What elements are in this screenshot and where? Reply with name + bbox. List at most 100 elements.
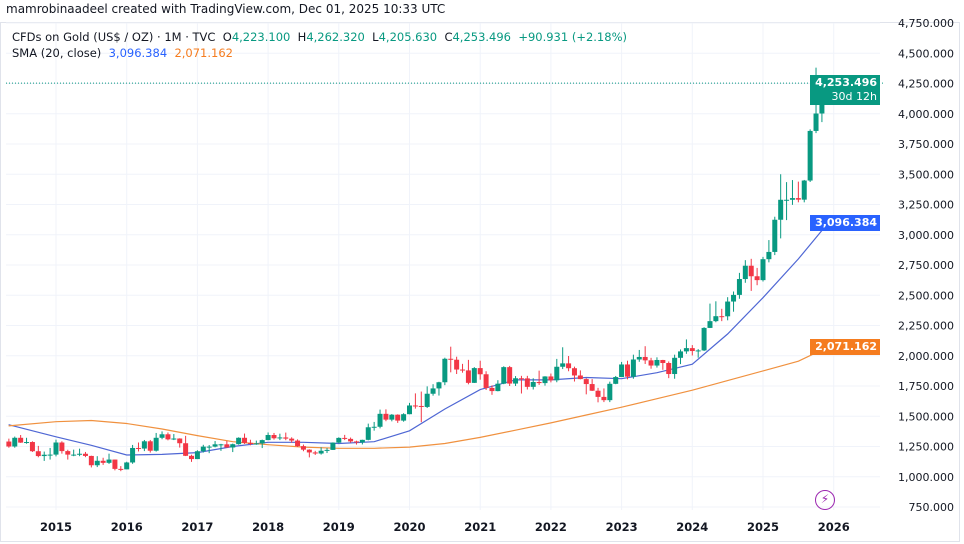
candle-up — [542, 376, 548, 384]
candle-down — [348, 438, 354, 442]
candle-up — [442, 358, 448, 383]
candle-down — [6, 441, 12, 447]
y-tick-label: 2,750.000 — [898, 259, 954, 272]
candle-up — [218, 444, 224, 446]
candle-down — [300, 446, 306, 450]
candle-up — [53, 442, 59, 455]
candle-up — [106, 459, 112, 463]
candle-up — [784, 199, 790, 201]
legend-indicator-row[interactable]: SMA (20, close) 3,096.384 2,071.162 — [12, 45, 627, 61]
candle-up — [607, 383, 613, 401]
candle-down — [112, 459, 118, 469]
candle-up — [407, 405, 412, 415]
candle-down — [100, 460, 106, 463]
candle-down — [35, 451, 41, 457]
candle-up — [277, 437, 283, 439]
y-tick-label: 750.000 — [909, 501, 955, 514]
candle-down — [689, 348, 695, 352]
candle-up — [707, 321, 713, 328]
candle-down — [642, 356, 648, 361]
candle-up — [330, 442, 336, 450]
candle-up — [265, 435, 271, 441]
candle-down — [395, 414, 401, 421]
candle-up — [124, 462, 130, 470]
candle-down — [754, 276, 760, 281]
candle-down — [571, 368, 577, 376]
candle-up — [359, 439, 365, 443]
candle-down — [748, 265, 754, 277]
candle-up — [736, 279, 742, 295]
candle-down — [795, 198, 801, 200]
y-tick-label: 1,250.000 — [898, 441, 954, 454]
candle-up — [678, 351, 684, 358]
candle-down — [242, 437, 248, 443]
candle-up — [713, 316, 719, 322]
candle-up — [141, 441, 147, 449]
x-tick-label: 2021 — [464, 520, 496, 534]
candle-up — [336, 437, 342, 443]
candle-down — [624, 364, 630, 377]
x-tick-label: 2017 — [181, 520, 213, 534]
x-tick-label: 2020 — [393, 520, 425, 534]
candle-down — [18, 437, 24, 443]
candle-up — [41, 454, 47, 457]
candle-up — [636, 356, 642, 360]
candle-down — [483, 374, 489, 388]
candle-up — [801, 180, 807, 200]
y-tick-label: 1,000.000 — [898, 471, 954, 484]
candle-up — [695, 350, 701, 352]
candle-up — [71, 454, 77, 456]
y-tick-label: 2,250.000 — [898, 320, 954, 333]
candle-down — [666, 363, 672, 375]
high-label: H — [297, 30, 307, 44]
open-label: O — [222, 30, 232, 44]
candle-down — [247, 442, 253, 444]
y-tick-label: 2,000.000 — [898, 350, 954, 363]
candle-up — [436, 382, 442, 389]
candle-up — [672, 357, 678, 375]
candle-up — [259, 440, 265, 444]
lightning-icon[interactable]: ⚡︎ — [815, 490, 835, 510]
x-tick-label: 2015 — [40, 520, 72, 534]
candle-up — [206, 446, 212, 448]
candle-down — [189, 455, 195, 460]
symbol-name[interactable]: CFDs on Gold (US$ / OZ) · 1M · TVC — [12, 30, 216, 44]
candle-up — [430, 388, 436, 394]
y-tick-label: 4,000.000 — [898, 108, 954, 121]
candle-down — [312, 452, 318, 454]
candle-up — [324, 449, 330, 451]
candle-up — [495, 383, 501, 392]
candle-down — [224, 444, 230, 448]
candle-up — [130, 447, 136, 463]
candle-down — [59, 442, 65, 452]
candle-up — [47, 454, 53, 456]
last-price-label: 4,253.496 30d 12h — [810, 75, 880, 106]
candle-up — [742, 265, 748, 280]
candle-up — [789, 198, 795, 200]
candle-up — [253, 443, 259, 445]
change-value: +90.931 (+2.18%) — [518, 30, 627, 44]
candle-up — [371, 426, 377, 428]
candle-up — [377, 413, 383, 427]
candle-up — [159, 434, 165, 438]
candle-up — [766, 251, 772, 260]
candle-down — [536, 382, 542, 384]
candle-down — [595, 390, 601, 397]
y-tick-label: 4,750.000 — [898, 17, 954, 30]
candle-down — [566, 363, 572, 369]
y-tick-label: 3,250.000 — [898, 199, 954, 212]
candle-up — [513, 378, 519, 384]
candle-up — [200, 446, 206, 452]
candle-down — [177, 438, 183, 444]
candle-down — [353, 441, 359, 443]
candle-down — [589, 384, 595, 391]
sma-value-2: 2,071.162 — [174, 46, 233, 60]
legend-ohlc-row[interactable]: CFDs on Gold (US$ / OZ) · 1M · TVC O4,22… — [12, 29, 627, 45]
candle-down — [418, 405, 424, 407]
candle-down — [548, 376, 554, 381]
x-tick-label: 2023 — [606, 520, 638, 534]
candle-up — [725, 301, 731, 317]
candle-up — [94, 460, 100, 466]
indicator-name[interactable]: SMA (20, close) — [12, 46, 102, 60]
